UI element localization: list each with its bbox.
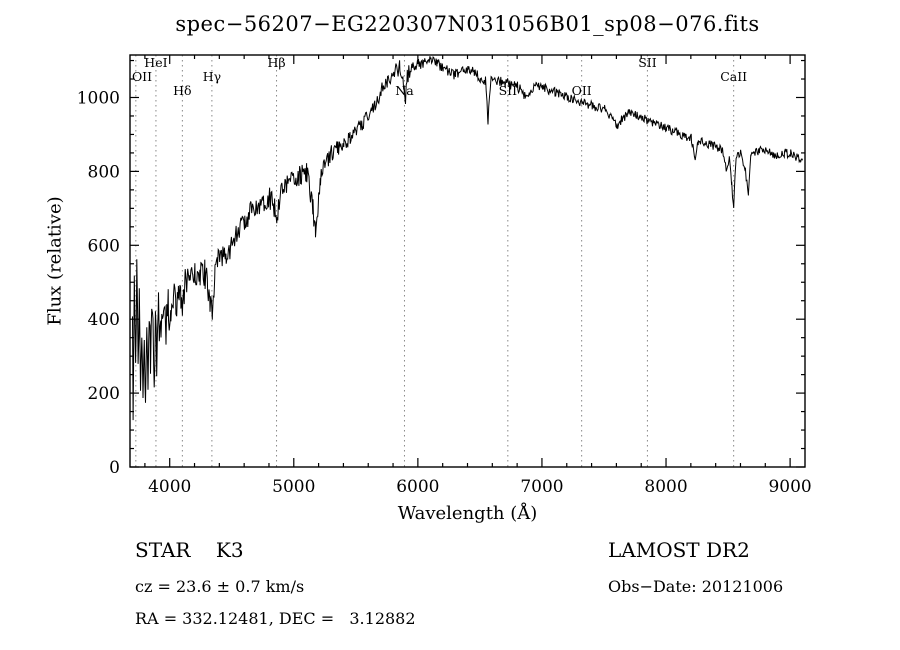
svg-text:0: 0 <box>109 458 120 478</box>
svg-text:1000: 1000 <box>77 88 120 108</box>
obs-date: Obs−Date: 20121006 <box>608 577 784 596</box>
svg-text:HeI: HeI <box>144 55 167 70</box>
object-class-label: STAR K3 <box>135 538 244 562</box>
svg-text:CaII: CaII <box>720 69 747 84</box>
svg-text:200: 200 <box>88 384 120 404</box>
svg-text:400: 400 <box>88 310 120 330</box>
svg-text:Hγ: Hγ <box>203 69 221 84</box>
svg-text:Hβ: Hβ <box>267 55 285 70</box>
svg-text:Na: Na <box>395 83 414 98</box>
x-axis-label: Wavelength (Å) <box>397 503 538 524</box>
svg-text:4000: 4000 <box>148 477 191 497</box>
svg-text:600: 600 <box>88 236 120 256</box>
svg-text:SII: SII <box>638 55 657 70</box>
svg-text:8000: 8000 <box>644 477 687 497</box>
svg-text:9000: 9000 <box>768 477 811 497</box>
svg-text:800: 800 <box>88 162 120 182</box>
svg-text:OII: OII <box>132 69 152 84</box>
cz-value: cz = 23.6 ± 0.7 km/s <box>135 577 305 596</box>
ra-dec: RA = 332.12481, DEC = 3.12882 <box>135 609 416 628</box>
survey-label: LAMOST DR2 <box>608 538 750 562</box>
svg-text:Hδ: Hδ <box>173 83 191 98</box>
svg-text:5000: 5000 <box>272 477 315 497</box>
svg-text:7000: 7000 <box>520 477 563 497</box>
y-axis-label: Flux (relative) <box>44 196 66 326</box>
svg-text:6000: 6000 <box>396 477 439 497</box>
plot-title: spec−56207−EG220307N031056B01_sp08−076.f… <box>175 12 760 36</box>
svg-text:OII: OII <box>572 83 592 98</box>
svg-text:SII: SII <box>499 83 518 98</box>
